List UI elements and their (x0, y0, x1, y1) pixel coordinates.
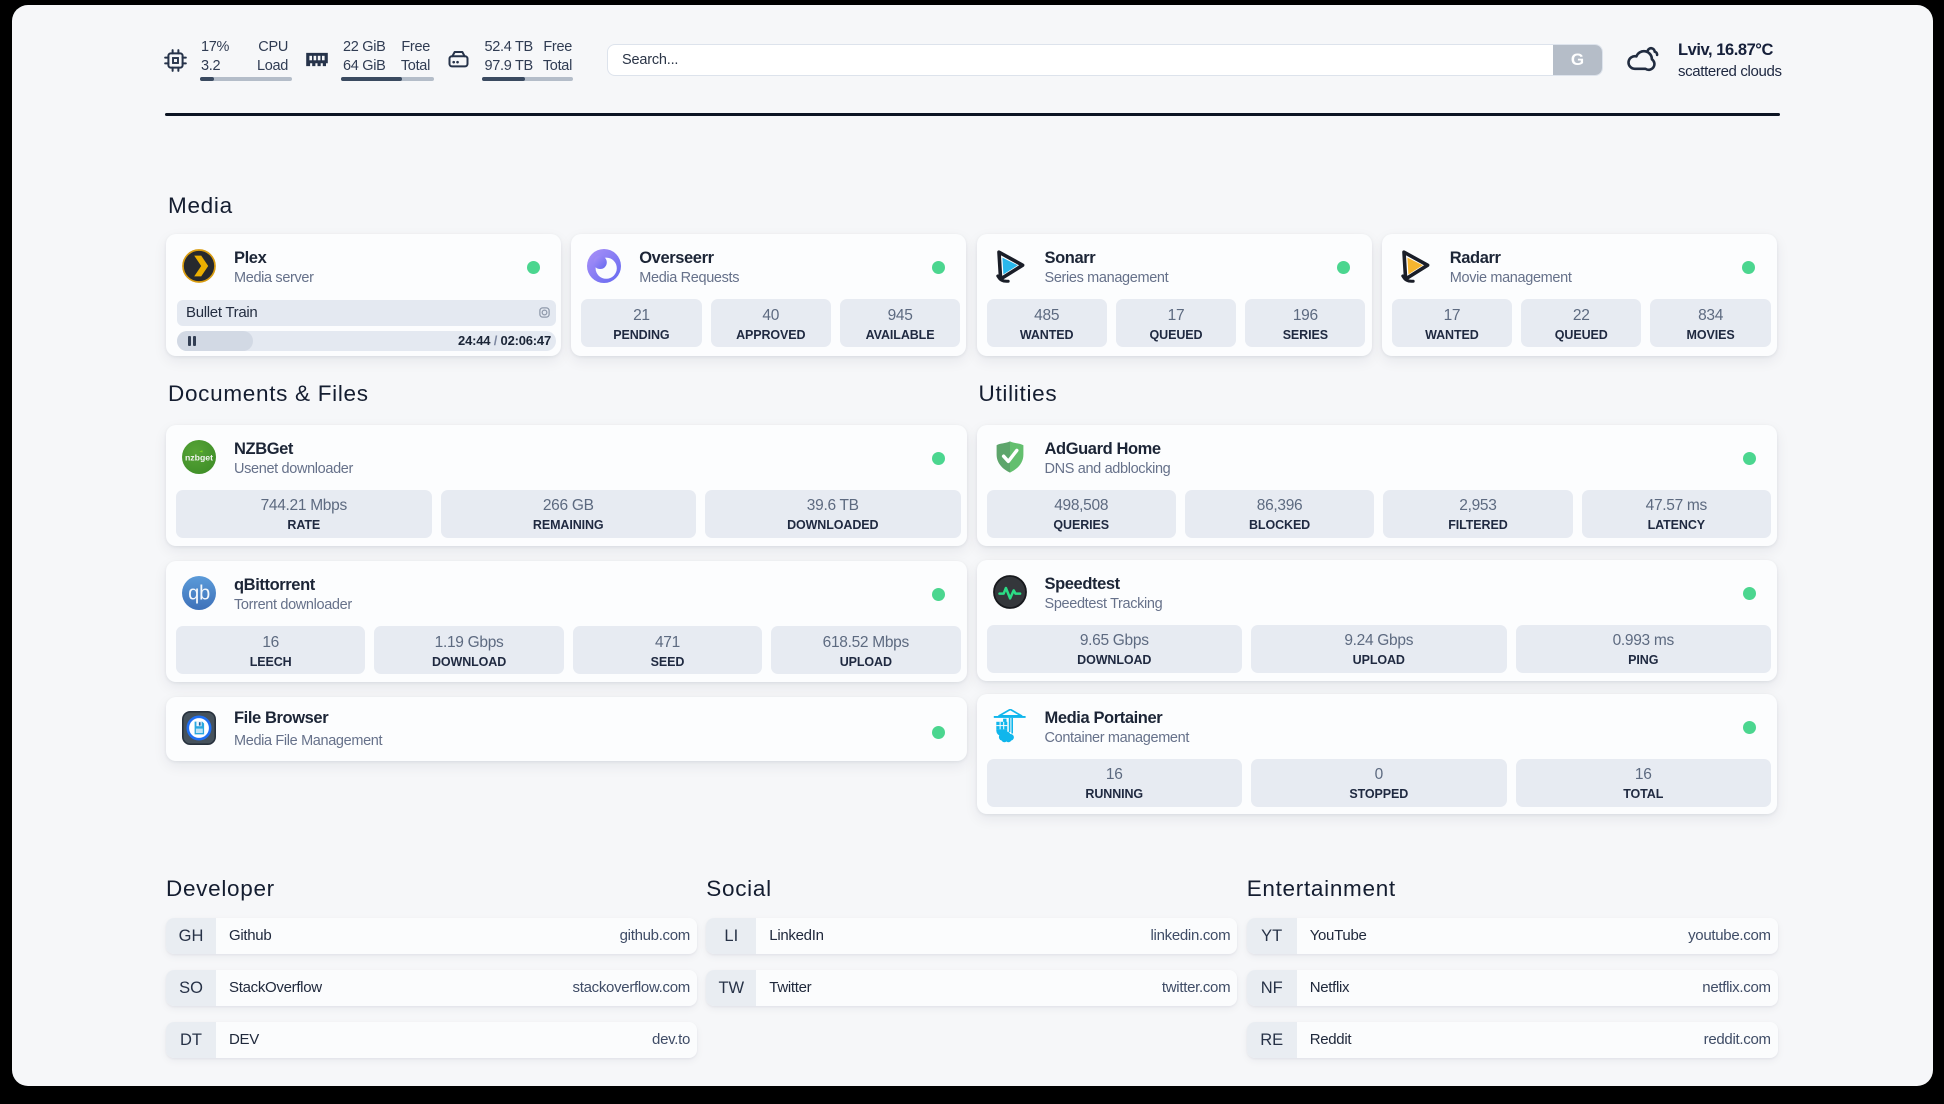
svg-text:qb: qb (188, 582, 210, 604)
svg-text:nzbget: nzbget (185, 452, 213, 462)
